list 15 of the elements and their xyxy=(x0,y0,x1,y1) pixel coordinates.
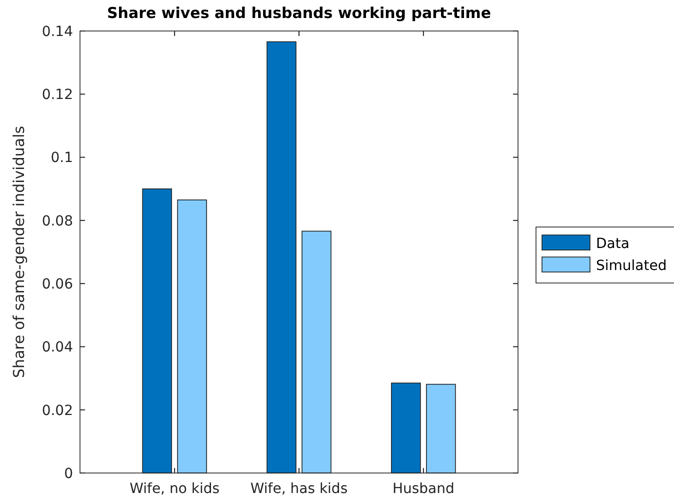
y-tick-label: 0.06 xyxy=(42,276,74,292)
y-tick-label: 0.14 xyxy=(42,24,74,40)
legend-label: Data xyxy=(596,236,630,252)
y-tick-label: 0.04 xyxy=(42,340,74,356)
y-tick-label: 0.08 xyxy=(42,213,73,230)
chart-title: Share wives and husbands working part-time xyxy=(106,4,492,22)
x-tick-label: Wife, has kids xyxy=(250,481,348,497)
y-tick-label: 0.1 xyxy=(50,150,73,166)
y-tick-label: 0.02 xyxy=(42,402,73,419)
y-tick-label: 0 xyxy=(64,466,73,482)
y-axis-title: Share of same-gender individuals xyxy=(10,126,28,378)
y-tick-label: 0.12 xyxy=(42,87,73,104)
x-tick-label: Husband xyxy=(392,481,454,497)
x-tick-label: Wife, no kids xyxy=(130,481,220,497)
legend-label: Simulated xyxy=(596,258,667,274)
